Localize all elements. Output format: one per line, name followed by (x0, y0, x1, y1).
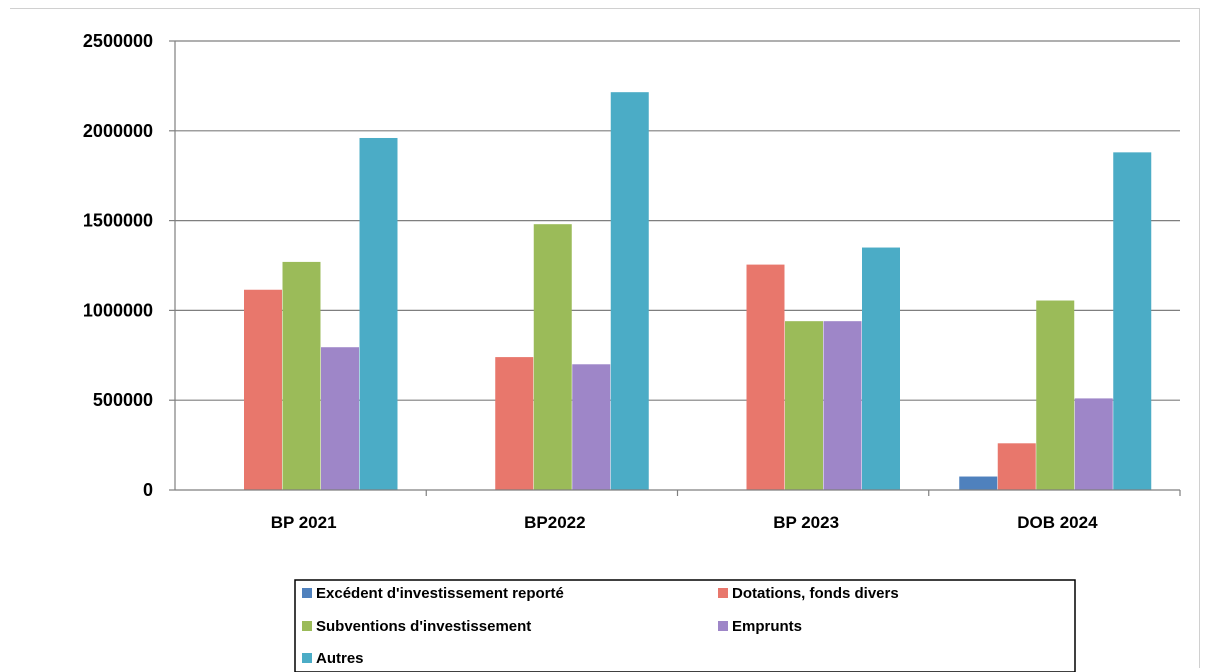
legend-swatch (302, 588, 312, 598)
bar (610, 92, 649, 490)
legend-swatch (718, 621, 728, 631)
bar (359, 137, 398, 490)
legend-swatch (718, 588, 728, 598)
axes: 0 500000 1000000 1500000 2000000 2500000 BP 20… (83, 31, 1181, 532)
x-category-label: DOB 2024 (1017, 513, 1098, 532)
legend: Excédent d'investissement reporté Dotatio… (294, 579, 1076, 672)
x-category-label: BP 2023 (773, 513, 839, 532)
legend-label: Emprunts (732, 618, 802, 635)
bar (823, 321, 862, 490)
bar (1074, 398, 1113, 490)
y-tick-label: 500000 (93, 390, 153, 410)
bar (746, 264, 785, 490)
y-tick-label: 2000000 (83, 121, 153, 141)
bar (785, 321, 823, 490)
gridlines (175, 40, 1180, 401)
legend-swatch (302, 621, 312, 631)
legend-label: Dotations, fonds divers (732, 585, 899, 602)
bar (959, 476, 998, 490)
bar (1113, 152, 1152, 491)
x-category-label: BP 2021 (271, 513, 337, 532)
bar (533, 224, 572, 490)
y-tick-label: 1500000 (83, 211, 153, 231)
legend-label: Autres (316, 650, 364, 667)
bar (244, 289, 282, 490)
x-category-label: BP2022 (524, 513, 585, 532)
legend-label: Subventions d'investissement (316, 618, 531, 635)
bar (495, 357, 534, 490)
bar (282, 261, 321, 490)
chart-frame (10, 8, 1200, 668)
legend-box (294, 579, 1076, 672)
bar (862, 247, 900, 490)
bar (1036, 300, 1075, 490)
bar (997, 443, 1036, 490)
legend-label: Excédent d'investissement reporté (316, 585, 564, 602)
bars (244, 92, 1152, 491)
y-tick-label: 1000000 (83, 300, 153, 320)
bar (321, 347, 359, 490)
y-tick-label: 2500000 (83, 31, 153, 51)
bar (572, 364, 611, 490)
legend-swatch (302, 653, 312, 663)
y-tick-label: 0 (143, 480, 153, 500)
